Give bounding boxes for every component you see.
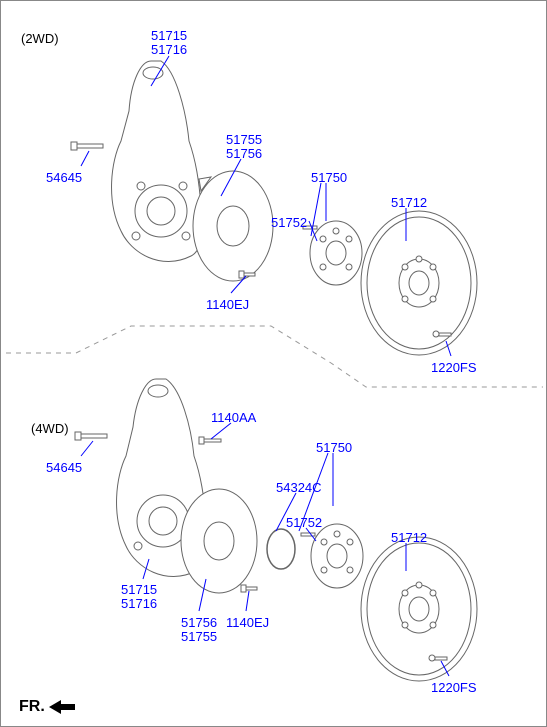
part-label-l21: 51712	[391, 531, 427, 545]
part-label-l20: 1140EJ	[226, 616, 269, 630]
part-label-l6: 51750	[311, 171, 347, 185]
variant-4wd-label: (4WD)	[31, 421, 69, 436]
part-label-l9: 1140EJ	[206, 298, 249, 312]
parts-diagram: (2WD) (4WD)	[0, 0, 547, 727]
part-label-l10: 1220FS	[431, 361, 477, 375]
part-label-l12: 54645	[46, 461, 82, 475]
part-label-l2: 51716	[151, 43, 187, 57]
front-direction-marker: FR.	[19, 698, 75, 716]
part-label-l7: 51752	[271, 216, 307, 230]
part-label-l19: 51755	[181, 630, 217, 644]
part-label-l11: 1140AA	[211, 411, 256, 425]
part-label-l22: 1220FS	[431, 681, 477, 695]
part-label-l3: 54645	[46, 171, 82, 185]
part-label-l15: 51752	[286, 516, 322, 530]
arrow-icon	[49, 700, 75, 714]
part-label-l17: 51716	[121, 597, 157, 611]
variant-2wd-label: (2WD)	[21, 31, 59, 46]
part-label-l5: 51756	[226, 147, 262, 161]
part-label-l8: 51712	[391, 196, 427, 210]
fr-text: FR.	[19, 698, 45, 716]
part-label-l13: 51750	[316, 441, 352, 455]
part-label-l14: 54324C	[276, 481, 322, 495]
